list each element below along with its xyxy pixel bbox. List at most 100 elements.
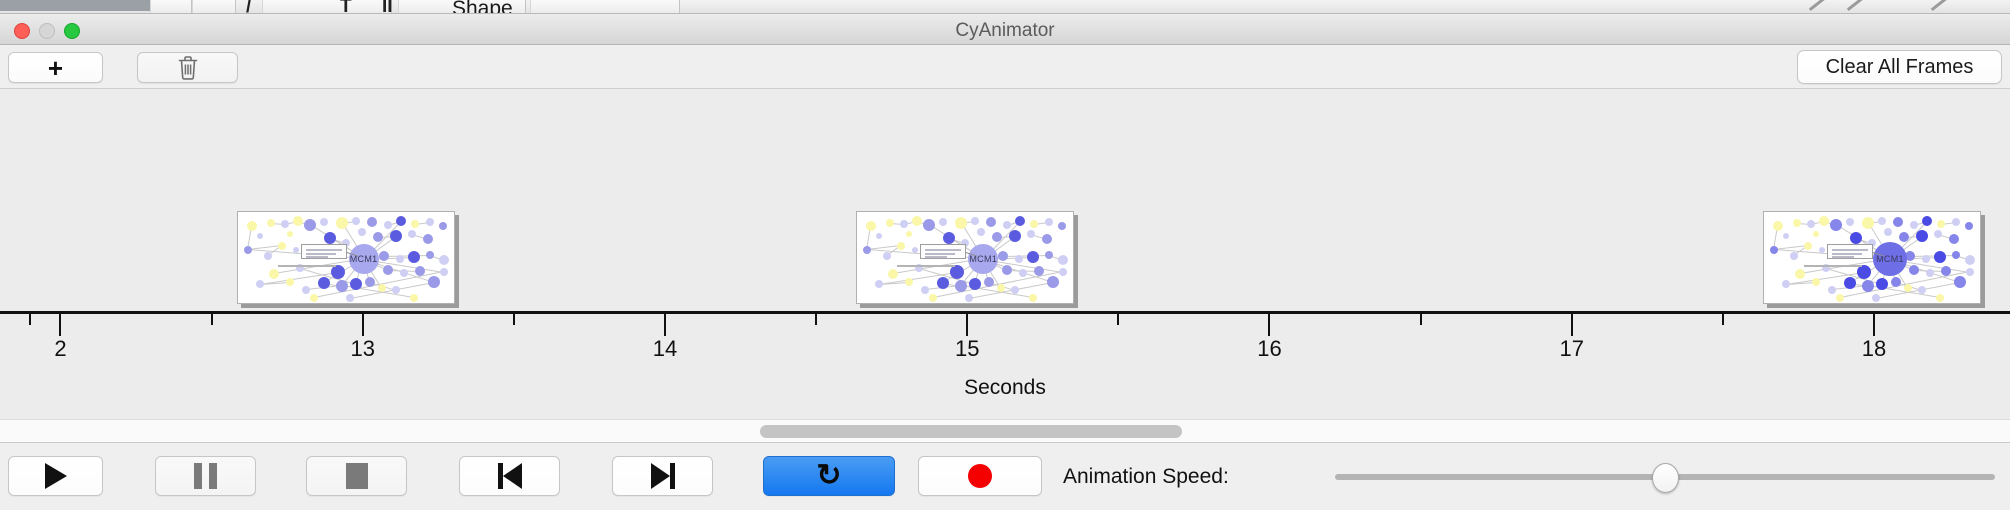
network-node bbox=[438, 255, 449, 265]
network-node bbox=[292, 247, 299, 253]
zoom-button[interactable] bbox=[64, 23, 80, 39]
network-tooltip-line bbox=[305, 249, 342, 251]
network-node bbox=[1034, 266, 1045, 276]
network-node bbox=[395, 216, 406, 226]
next-frame-button[interactable] bbox=[612, 456, 713, 496]
network-node bbox=[1019, 269, 1028, 277]
axis-tick-label: 14 bbox=[652, 336, 678, 361]
minimize-button[interactable] bbox=[39, 23, 55, 39]
network-node bbox=[1818, 247, 1825, 253]
network-node bbox=[292, 216, 303, 226]
network-node bbox=[1890, 277, 1901, 287]
axis-tick-minor bbox=[1117, 314, 1120, 325]
record-button[interactable] bbox=[918, 456, 1042, 496]
axis-tick-label: 18 bbox=[1861, 336, 1887, 361]
network-caption bbox=[277, 265, 336, 267]
network-caption bbox=[1803, 265, 1862, 267]
animation-speed-label: Animation Speed: bbox=[1063, 465, 1229, 488]
network-node bbox=[1042, 234, 1053, 244]
network-node bbox=[1027, 230, 1036, 238]
play-icon bbox=[44, 463, 67, 489]
network-node bbox=[391, 286, 400, 294]
network-node bbox=[1821, 264, 1830, 272]
skip-backward-icon bbox=[497, 463, 522, 489]
network-tooltip-line bbox=[305, 253, 336, 255]
network-node bbox=[323, 232, 336, 244]
network-hub-node: MCM1 bbox=[968, 244, 999, 274]
network-node bbox=[1951, 251, 1960, 259]
network-node bbox=[1030, 220, 1039, 228]
network-node bbox=[1058, 222, 1067, 230]
previous-frame-button[interactable] bbox=[459, 456, 560, 496]
network-node bbox=[1803, 242, 1812, 250]
frame-thumbnail[interactable]: MCM1 bbox=[236, 211, 455, 304]
network-node bbox=[295, 264, 304, 272]
network-node bbox=[1781, 280, 1790, 288]
network-node bbox=[1835, 294, 1844, 302]
network-node bbox=[1933, 230, 1942, 238]
network-node bbox=[383, 221, 392, 229]
network-node bbox=[986, 217, 997, 227]
network-node bbox=[883, 252, 892, 260]
network-node bbox=[1909, 221, 1918, 229]
timeline-frame[interactable]: MCM1 bbox=[856, 211, 1079, 308]
network-node bbox=[1965, 268, 1974, 276]
network-node bbox=[317, 277, 330, 289]
axis-tick-label: 16 bbox=[1257, 336, 1282, 361]
timeline-frame[interactable]: MCM1 bbox=[236, 211, 459, 308]
network-node bbox=[303, 219, 316, 231]
add-frame-button[interactable]: + bbox=[8, 52, 103, 83]
timeline-frame[interactable]: MCM1 bbox=[1762, 211, 1985, 308]
network-node bbox=[1811, 278, 1820, 286]
loop-button[interactable]: ↻ bbox=[763, 456, 895, 496]
network-tooltip bbox=[300, 244, 347, 259]
network-node bbox=[1772, 221, 1783, 231]
network-node bbox=[1925, 269, 1934, 277]
record-icon bbox=[968, 464, 992, 488]
frame-thumbnail[interactable]: MCM1 bbox=[1762, 211, 1981, 304]
network-node bbox=[906, 231, 913, 237]
network-node bbox=[1789, 252, 1798, 260]
network-node bbox=[955, 217, 968, 229]
network-node bbox=[929, 294, 938, 302]
network-node bbox=[1027, 251, 1040, 263]
pause-icon bbox=[194, 463, 217, 489]
axis-tick-minor bbox=[815, 314, 818, 325]
axis-tick-minor bbox=[1721, 314, 1724, 325]
network-node bbox=[286, 231, 293, 237]
animation-speed-thumb[interactable] bbox=[1652, 463, 1679, 493]
network-caption bbox=[897, 265, 956, 267]
network-node bbox=[357, 228, 366, 236]
network-node bbox=[1849, 232, 1862, 244]
clear-all-frames-button[interactable]: Clear All Frames bbox=[1797, 50, 2002, 84]
network-node bbox=[1861, 217, 1874, 229]
network-node bbox=[1015, 255, 1024, 263]
skip-forward-icon bbox=[650, 463, 675, 489]
background-arrow-icon bbox=[1930, 0, 1952, 13]
network-node bbox=[1812, 231, 1819, 237]
close-button[interactable] bbox=[14, 23, 30, 39]
network-node bbox=[1904, 251, 1915, 261]
network-node bbox=[280, 220, 289, 228]
timeline-scrollbar-thumb[interactable] bbox=[759, 425, 1182, 438]
timeline-scrollbar[interactable] bbox=[0, 419, 2010, 443]
network-node bbox=[1818, 216, 1829, 226]
play-button[interactable] bbox=[8, 456, 103, 496]
pause-button[interactable] bbox=[155, 456, 256, 496]
timeline-axis bbox=[0, 311, 2010, 314]
timeline-frames-area[interactable]: MCM1 MCM1 MCM1 bbox=[0, 89, 2010, 311]
network-node bbox=[921, 286, 930, 294]
frame-thumbnail[interactable]: MCM1 bbox=[856, 211, 1075, 304]
network-hub-node: MCM1 bbox=[348, 244, 379, 274]
network-node bbox=[977, 228, 986, 236]
network-node bbox=[1058, 255, 1069, 265]
network-node bbox=[345, 294, 354, 302]
network-node bbox=[1827, 286, 1836, 294]
network-node bbox=[1935, 294, 1944, 302]
delete-frame-button[interactable] bbox=[137, 52, 238, 83]
network-node bbox=[425, 251, 434, 259]
timeline-panel[interactable]: MCM1 MCM1 MCM1 2 13 14 15 16 17 18 Seconds bbox=[0, 89, 2010, 419]
network-node bbox=[1806, 220, 1815, 228]
stop-button[interactable] bbox=[306, 456, 407, 496]
background-toolbar-chip bbox=[262, 0, 392, 13]
